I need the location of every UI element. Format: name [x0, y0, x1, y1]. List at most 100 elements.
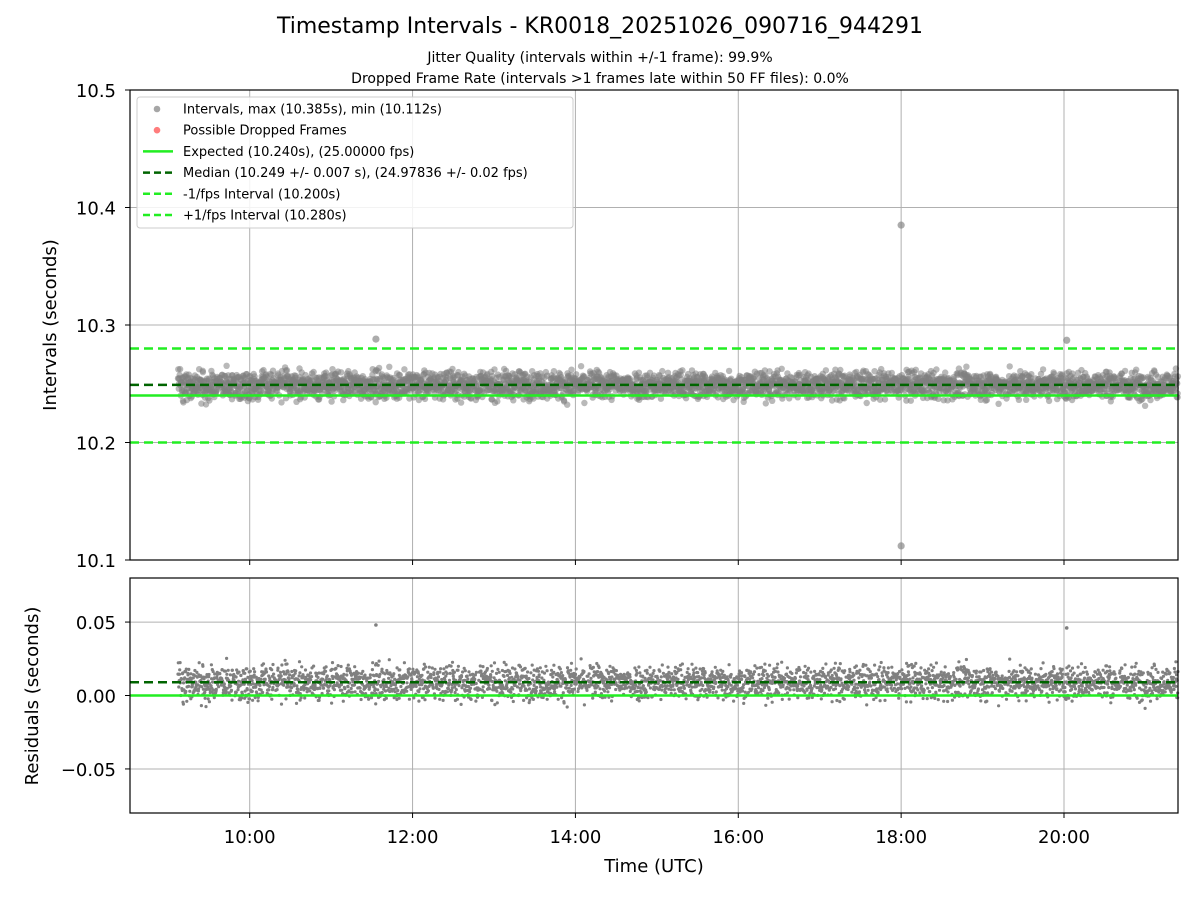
residual-point — [538, 666, 542, 670]
residual-point — [495, 689, 499, 693]
residual-point — [297, 660, 302, 664]
interval-point — [1133, 366, 1140, 373]
residual-point — [346, 663, 350, 667]
residual-point — [345, 673, 349, 677]
residual-point — [565, 705, 569, 709]
residual-point — [596, 684, 600, 688]
residual-point — [349, 686, 353, 691]
interval-outlier-point — [897, 221, 905, 229]
residual-point — [545, 669, 549, 673]
residual-point — [371, 661, 375, 665]
residual-point — [237, 670, 241, 674]
residual-point — [468, 690, 472, 694]
interval-point — [725, 367, 733, 375]
residual-point — [545, 697, 549, 701]
intervals-axes: 10.110.210.310.410.5 Intervals (seconds)… — [40, 81, 1182, 572]
residual-point — [397, 696, 401, 700]
residual-point — [207, 700, 211, 704]
residual-point — [359, 697, 363, 702]
residual-point — [203, 696, 207, 700]
residual-point — [426, 689, 430, 693]
residual-point — [537, 673, 541, 677]
residual-point — [178, 668, 182, 672]
residual-point — [445, 672, 449, 676]
residual-point — [271, 662, 275, 667]
residual-point — [384, 696, 388, 700]
interval-point — [1045, 397, 1053, 405]
residual-point — [230, 668, 234, 672]
residual-point — [497, 670, 501, 674]
residual-point — [426, 670, 430, 674]
residual-point — [610, 699, 614, 703]
residual-point — [229, 684, 233, 688]
residual-point — [603, 689, 607, 693]
residual-point — [376, 663, 380, 667]
residual-point — [181, 702, 185, 706]
residual-point — [518, 665, 523, 669]
interval-point — [494, 398, 501, 405]
residual-point — [573, 672, 578, 676]
residual-point — [264, 667, 268, 671]
interval-point — [491, 366, 498, 373]
interval-point — [679, 367, 686, 374]
residual-point — [559, 671, 564, 675]
residual-point — [485, 666, 489, 671]
residual-point — [261, 690, 265, 695]
residual-point — [424, 665, 428, 669]
residual-point — [264, 670, 269, 674]
residual-point — [316, 675, 320, 680]
residual-point — [417, 699, 421, 703]
interval-point — [206, 397, 213, 404]
residual-point — [310, 675, 314, 679]
residual-point — [258, 683, 262, 688]
residual-point — [528, 698, 532, 702]
interval-point — [942, 369, 949, 376]
residual-point — [516, 675, 520, 679]
residual-point — [459, 675, 464, 679]
residual-point — [591, 665, 596, 670]
residual-point — [368, 673, 372, 677]
residual-point — [184, 689, 188, 694]
residual-point — [402, 661, 406, 665]
residual-point — [312, 664, 316, 668]
residual-point — [215, 675, 219, 679]
residual-point — [332, 688, 336, 692]
residual-point — [239, 673, 243, 678]
intervals-x-ticks — [249, 560, 1065, 565]
interval-point — [401, 366, 408, 373]
residual-point — [572, 687, 577, 691]
residual-point — [420, 673, 424, 677]
residual-point — [524, 674, 528, 678]
residual-point — [454, 688, 458, 692]
residual-point — [296, 687, 300, 691]
residual-point — [489, 675, 493, 679]
residual-point — [558, 667, 562, 671]
residual-point — [474, 681, 478, 686]
interval-outlier-point — [372, 335, 380, 343]
interval-point — [322, 369, 330, 376]
residual-point — [251, 682, 255, 686]
residual-point — [240, 696, 244, 700]
residual-point — [275, 688, 279, 692]
legend: Intervals, max (10.385s), min (10.112s)P… — [136, 96, 574, 229]
residual-point — [353, 665, 357, 669]
residual-point — [324, 665, 328, 669]
residual-point — [336, 664, 340, 668]
residual-point — [492, 661, 497, 665]
interval-point — [837, 366, 844, 374]
residual-point — [411, 667, 415, 671]
residual-point — [478, 664, 482, 668]
interval-point — [1039, 366, 1047, 373]
residual-point — [433, 667, 437, 671]
residual-point — [418, 687, 422, 691]
residual-point — [479, 669, 483, 673]
residual-point — [585, 688, 589, 693]
residual-point — [294, 701, 299, 706]
residual-point — [178, 661, 182, 665]
residual-point — [555, 685, 559, 689]
interval-point — [822, 367, 830, 374]
residual-point — [487, 683, 491, 687]
residual-point — [591, 696, 595, 700]
residual-point — [608, 664, 612, 668]
